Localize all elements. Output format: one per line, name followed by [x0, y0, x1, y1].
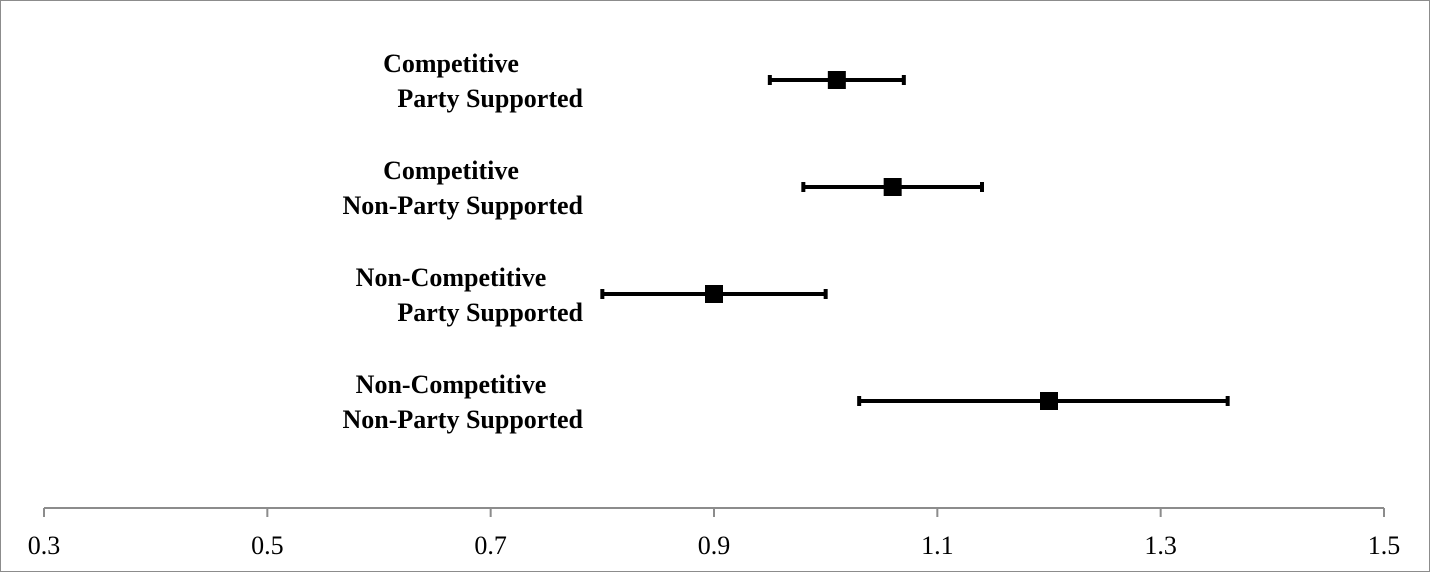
category-labels: Competitive Party Supported Competitive Non… [342, 49, 583, 434]
category-label-line1: Competitive [383, 156, 519, 185]
estimate-marker [1040, 392, 1058, 410]
estimate-marker [827, 71, 846, 89]
estimate-marker [883, 178, 902, 196]
category-label-line2: Non-Party Supported [342, 405, 583, 434]
x-axis-ticks [43, 508, 1385, 517]
x-tick-label: 0.5 [251, 531, 284, 560]
category-label-line2: Non-Party Supported [342, 191, 583, 220]
x-tick-label: 0.9 [698, 531, 731, 560]
category-label-line1: Competitive [383, 49, 519, 78]
x-tick-label: 1.5 [1368, 531, 1401, 560]
point-estimates [705, 71, 1058, 410]
x-tick-label: 1.3 [1144, 531, 1177, 560]
confidence-intervals [600, 75, 1230, 406]
category-label-line2: Party Supported [397, 84, 583, 113]
x-axis-tick-labels: 0.3 0.5 0.7 0.9 1.1 1.3 1.5 [28, 531, 1401, 560]
category-label-line1: Non-Competitive [356, 263, 547, 292]
category-label-line1: Non-Competitive [356, 370, 547, 399]
estimate-marker [705, 285, 723, 303]
x-tick-label: 1.1 [921, 531, 954, 560]
category-label-line2: Party Supported [397, 298, 583, 327]
x-tick-label: 0.3 [28, 531, 61, 560]
x-tick-label: 0.7 [474, 531, 507, 560]
